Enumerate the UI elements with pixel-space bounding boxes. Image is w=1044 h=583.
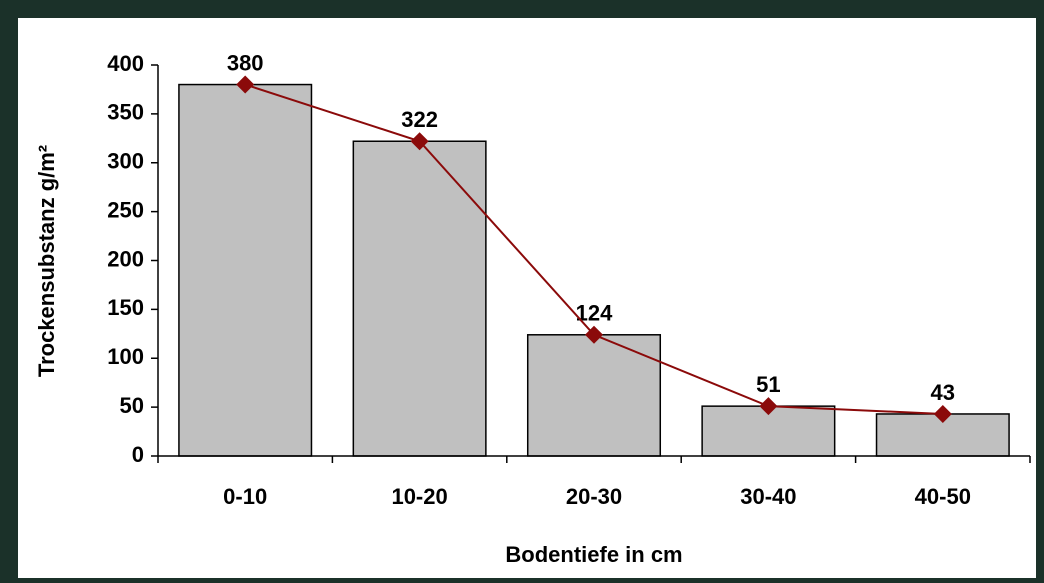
x-tick-label: 40-50 bbox=[915, 484, 971, 509]
bar bbox=[352, 140, 487, 457]
y-tick-label: 350 bbox=[107, 100, 144, 125]
y-tick-label: 400 bbox=[107, 51, 144, 76]
x-tick-label: 20-30 bbox=[566, 484, 622, 509]
data-label: 380 bbox=[227, 50, 264, 75]
data-label: 43 bbox=[931, 380, 955, 405]
x-tick-label: 0-10 bbox=[223, 484, 267, 509]
y-tick-label: 150 bbox=[107, 295, 144, 320]
data-label: 322 bbox=[401, 107, 438, 132]
y-tick-label: 100 bbox=[107, 344, 144, 369]
marker bbox=[585, 325, 603, 344]
bar bbox=[178, 83, 313, 457]
data-label: 51 bbox=[756, 372, 780, 397]
marker bbox=[410, 132, 429, 151]
chart-area bbox=[18, 18, 1036, 578]
y-tick-label: 50 bbox=[120, 393, 144, 418]
bar bbox=[526, 334, 662, 457]
x-axis-title: Bodentiefe in cm bbox=[505, 542, 682, 567]
y-tick-label: 300 bbox=[107, 149, 144, 174]
marker bbox=[236, 75, 255, 94]
marker bbox=[759, 397, 778, 416]
x-tick-label: 30-40 bbox=[740, 484, 796, 509]
y-tick-label: 200 bbox=[107, 246, 144, 271]
x-tick-label: 10-20 bbox=[391, 484, 447, 509]
marker bbox=[933, 404, 952, 423]
y-tick-label: 250 bbox=[107, 197, 144, 222]
y-tick-label: 0 bbox=[132, 442, 144, 467]
y-axis-title: Trockensubstanz g/m² bbox=[34, 145, 59, 377]
